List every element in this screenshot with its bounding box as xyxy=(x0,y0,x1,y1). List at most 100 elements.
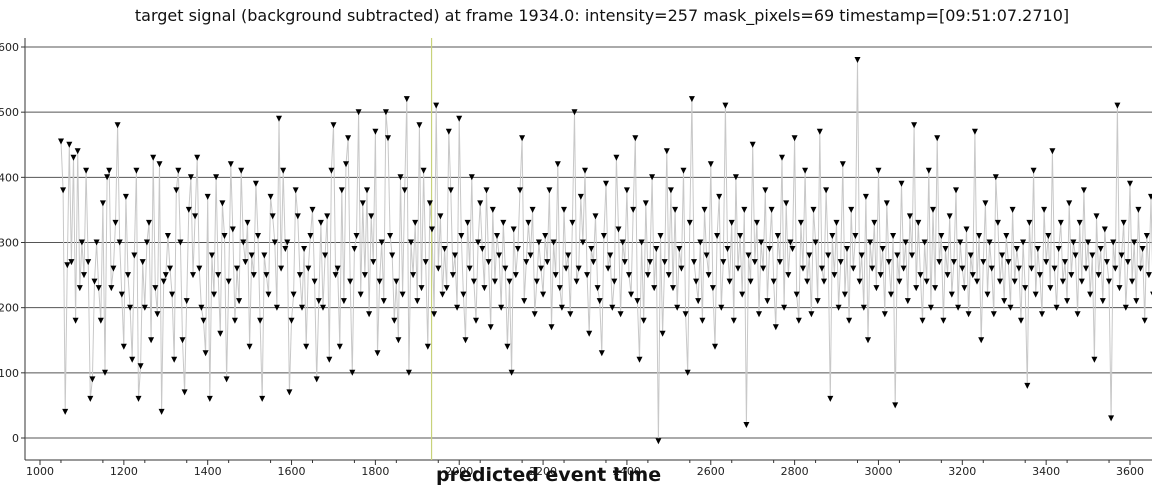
data-point xyxy=(273,304,280,311)
data-point xyxy=(1009,206,1016,213)
data-point xyxy=(1068,272,1075,279)
data-point xyxy=(984,291,991,298)
data-point xyxy=(745,252,752,259)
data-point xyxy=(967,252,974,259)
x-tick-label: 1200 xyxy=(110,465,138,478)
data-point xyxy=(563,265,570,272)
data-point xyxy=(936,259,943,266)
data-point xyxy=(827,395,834,402)
data-point xyxy=(265,291,272,298)
data-point xyxy=(816,128,823,135)
data-point xyxy=(292,187,299,194)
data-point xyxy=(443,285,450,292)
data-point xyxy=(925,167,932,174)
data-point xyxy=(215,272,222,279)
data-point xyxy=(349,369,356,376)
data-point xyxy=(1051,265,1058,272)
data-point xyxy=(821,278,827,285)
data-point xyxy=(932,285,939,292)
data-point xyxy=(99,200,106,207)
data-point xyxy=(640,317,647,324)
data-point xyxy=(420,167,427,174)
data-point xyxy=(990,311,997,318)
data-point xyxy=(806,252,813,259)
data-point xyxy=(1001,298,1008,305)
data-point xyxy=(921,239,928,246)
data-point xyxy=(712,343,718,350)
data-point xyxy=(146,219,152,226)
data-point xyxy=(494,233,500,239)
data-point xyxy=(498,304,505,311)
data-point xyxy=(579,239,586,246)
data-point xyxy=(554,161,561,168)
data-point xyxy=(89,376,96,383)
data-point xyxy=(852,233,859,239)
data-point xyxy=(883,200,890,207)
data-point xyxy=(1026,219,1033,226)
data-point xyxy=(531,311,538,318)
data-point xyxy=(596,298,603,305)
data-point xyxy=(969,272,976,279)
data-point xyxy=(1103,259,1110,266)
data-point xyxy=(844,246,850,252)
data-point xyxy=(125,272,131,279)
data-point xyxy=(862,193,869,200)
data-point xyxy=(240,239,247,246)
data-point xyxy=(730,317,737,324)
data-point xyxy=(68,259,75,266)
data-point xyxy=(252,180,259,187)
data-point xyxy=(227,161,234,168)
x-tick-label: 3000 xyxy=(864,465,892,478)
data-point xyxy=(102,369,108,376)
x-tick-label: 1800 xyxy=(361,465,389,478)
data-point xyxy=(382,109,389,116)
data-point xyxy=(758,239,765,246)
data-point xyxy=(988,265,995,272)
grid-layer xyxy=(21,38,1152,465)
data-point xyxy=(927,304,934,311)
data-point xyxy=(1070,239,1077,246)
data-point xyxy=(854,57,861,63)
data-point xyxy=(590,259,597,266)
data-point xyxy=(525,219,532,226)
data-point xyxy=(301,246,308,252)
data-point xyxy=(441,246,448,252)
data-point xyxy=(504,343,511,350)
data-point xyxy=(280,167,287,174)
data-point xyxy=(1078,278,1085,285)
data-point xyxy=(422,259,429,266)
data-point xyxy=(485,259,492,266)
data-point xyxy=(286,389,293,396)
data-point xyxy=(72,317,79,324)
data-point xyxy=(378,239,385,246)
chart-title: target signal (background subtracted) at… xyxy=(134,6,1070,25)
data-point xyxy=(296,272,303,279)
data-point xyxy=(829,233,836,239)
data-point xyxy=(982,200,989,207)
data-point xyxy=(435,265,442,272)
data-point xyxy=(858,252,865,259)
data-point xyxy=(426,200,433,207)
data-point xyxy=(514,246,521,252)
data-point xyxy=(638,239,645,246)
data-point xyxy=(642,200,649,207)
data-point xyxy=(261,252,268,259)
data-point xyxy=(944,272,951,279)
data-point xyxy=(1135,206,1142,213)
data-point xyxy=(391,317,398,324)
data-point xyxy=(904,298,911,305)
data-point xyxy=(703,252,710,259)
data-point xyxy=(179,337,186,344)
data-point xyxy=(691,259,697,266)
data-point xyxy=(607,252,614,259)
data-point xyxy=(364,187,370,194)
data-point xyxy=(634,298,641,305)
data-point xyxy=(586,330,593,337)
data-point xyxy=(1053,304,1060,311)
data-point xyxy=(112,219,119,226)
data-point xyxy=(1099,298,1106,305)
data-point xyxy=(665,272,672,279)
data-point xyxy=(584,272,591,279)
data-point xyxy=(192,213,199,220)
data-point xyxy=(791,135,798,142)
